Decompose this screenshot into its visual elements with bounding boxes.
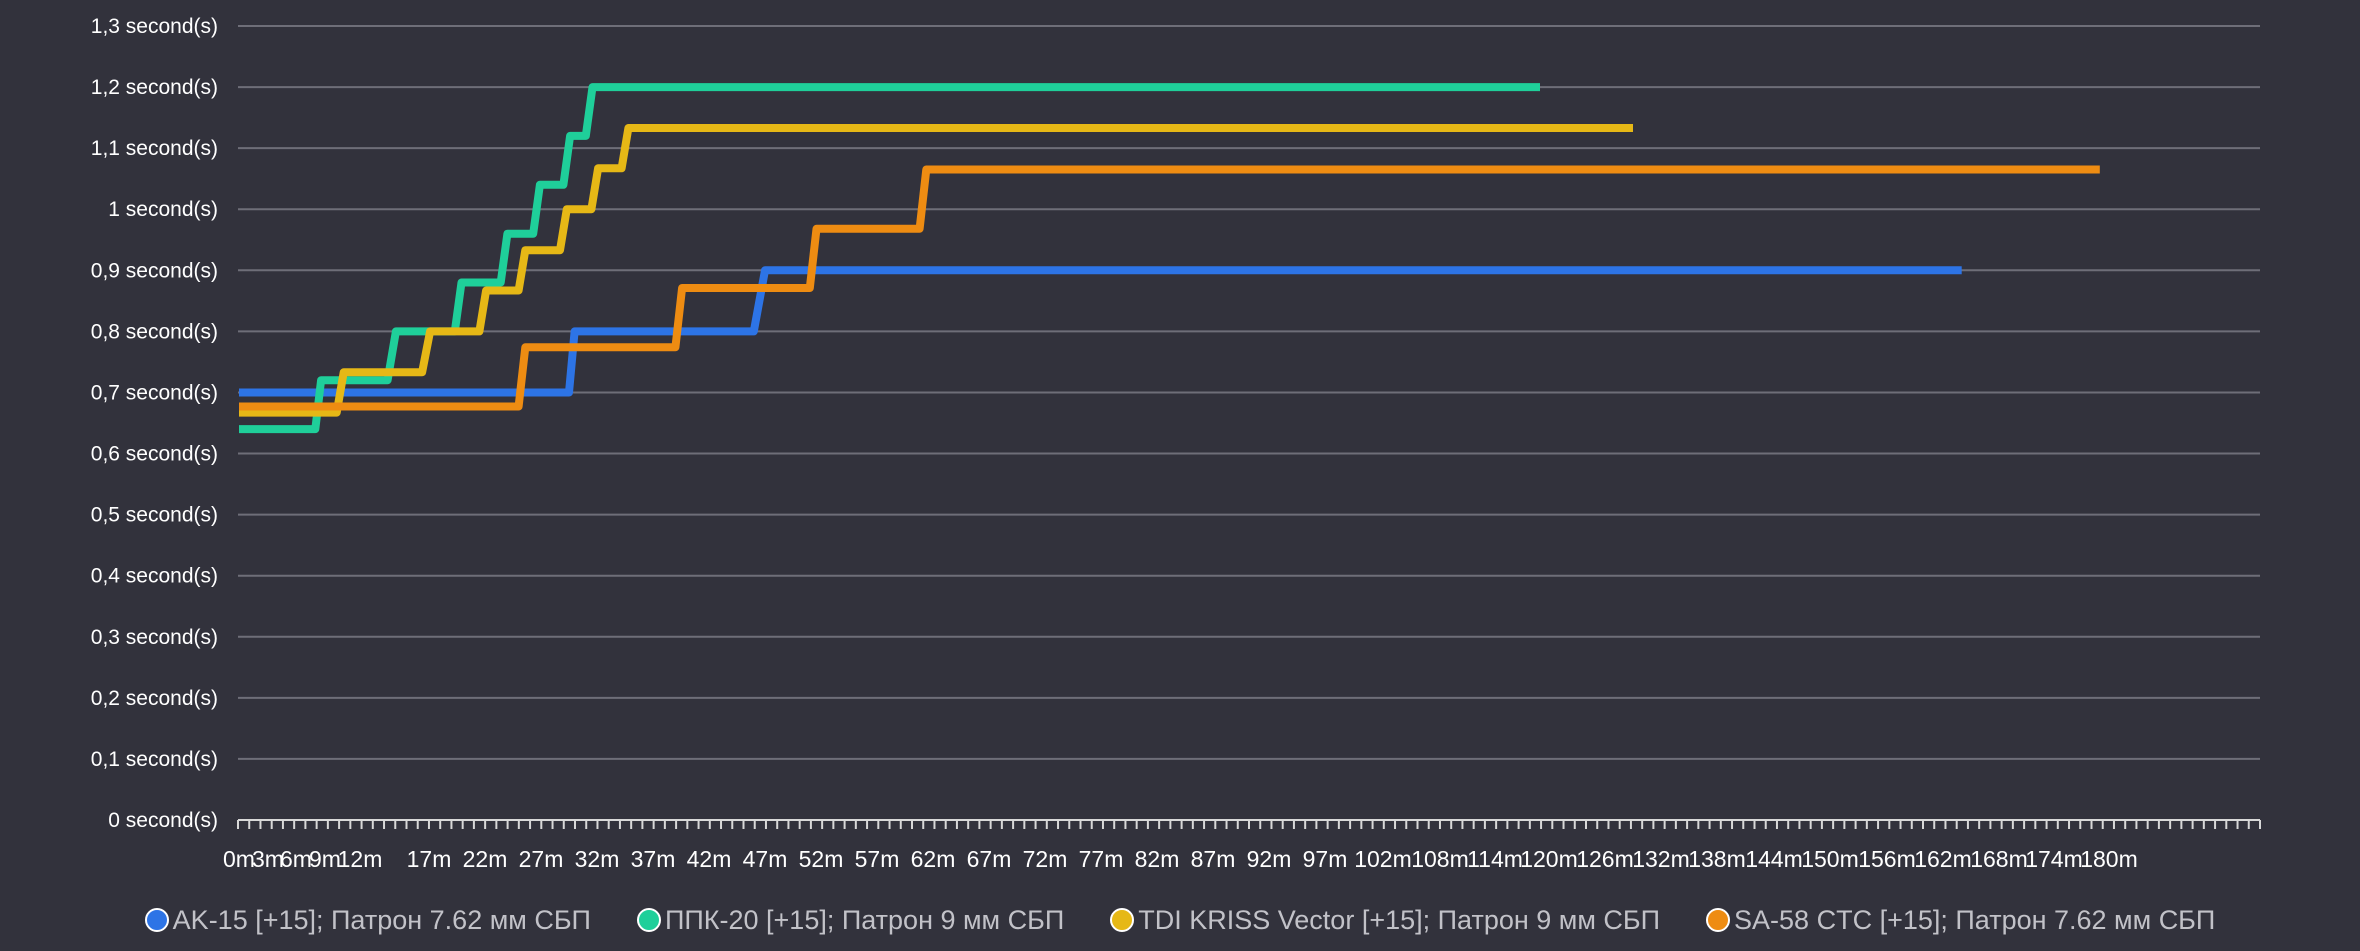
x-tick-label: 87m — [1191, 846, 1236, 872]
y-tick-label: 0,4 second(s) — [91, 565, 218, 588]
y-tick-label: 0,8 second(s) — [91, 320, 218, 343]
x-tick-label: 138m — [1688, 846, 1746, 872]
x-tick-label: 57m — [855, 846, 900, 872]
x-tick-label: 144m — [1745, 846, 1803, 872]
y-tick-label: 0,9 second(s) — [91, 259, 218, 282]
legend: AK-15 [+15]; Патрон 7.62 мм СБП ППК-20 [… — [0, 895, 2360, 945]
series-layer — [239, 83, 2100, 434]
y-tick-label: 0,1 second(s) — [91, 748, 218, 771]
x-tick-label: 168m — [1970, 846, 2028, 872]
y-tick-label: 1,2 second(s) — [91, 76, 218, 99]
x-tick-label: 37m — [631, 846, 676, 872]
x-tick-label: 174m — [2025, 846, 2083, 872]
y-tick-label: 0,7 second(s) — [91, 381, 218, 404]
legend-label-ppk20: ППК-20 [+15]; Патрон 9 мм СБП — [664, 904, 1065, 935]
legend-item-kriss-vector[interactable]: TDI KRISS Vector [+15]; Патрон 9 мм СБП — [1110, 905, 1660, 936]
grid-layer — [238, 25, 2260, 760]
x-tick-label: 150m — [1801, 846, 1859, 872]
legend-item-sa58[interactable]: SA-58 CTC [+15]; Патрон 7.62 мм СБП — [1706, 905, 2215, 936]
x-tick-label: 9m — [309, 846, 341, 872]
x-tick-label: 92m — [1247, 846, 1292, 872]
legend-label-ak15: AK-15 [+15]; Патрон 7.62 мм СБП — [172, 904, 591, 935]
x-tick-label: 47m — [743, 846, 788, 872]
legend-item-ppk20[interactable]: ППК-20 [+15]; Патрон 9 мм СБП — [636, 904, 1065, 936]
legend-swatch-ak15 — [144, 908, 169, 932]
series-line-sa58[interactable] — [239, 165, 2100, 411]
legend-label-kriss-vector: TDI KRISS Vector [+15]; Патрон 9 мм СБП — [1138, 904, 1661, 935]
y-tick-label: 0 second(s) — [108, 809, 218, 832]
y-axis-labels: 0 second(s) 0,1 second(s) 0,2 second(s) 0,3… — [91, 15, 218, 832]
x-tick-label: 97m — [1303, 846, 1348, 872]
legend-item-ak15[interactable]: AK-15 [+15]; Патрон 7.62 мм СБП — [144, 904, 591, 936]
x-tick-label: 0m — [223, 846, 255, 872]
x-tick-label: 12m — [338, 846, 383, 872]
x-tick-label: 22m — [463, 846, 508, 872]
x-tick-label: 3m — [252, 846, 284, 872]
x-tick-label: 132m — [1632, 846, 1690, 872]
x-tick-label: 102m — [1354, 846, 1412, 872]
x-tick-label: 114m — [1467, 846, 1523, 872]
y-tick-label: 0,2 second(s) — [91, 687, 218, 710]
x-tick-label: 108m — [1411, 846, 1469, 872]
x-tick-label: 72m — [1023, 846, 1068, 872]
x-tick-label: 180m — [2080, 846, 2138, 872]
x-tick-label: 156m — [1858, 846, 1916, 872]
x-tick-label: 32m — [575, 846, 620, 872]
x-tick-label: 52m — [799, 846, 844, 872]
y-tick-label: 1 second(s) — [108, 198, 218, 221]
y-tick-label: 1,3 second(s) — [91, 15, 218, 38]
x-tick-label: 120m — [1520, 846, 1578, 872]
x-tick-label: 6m — [280, 846, 312, 872]
x-tick-label: 77m — [1079, 846, 1124, 872]
legend-swatch-ppk20 — [636, 908, 661, 932]
y-tick-label: 0,3 second(s) — [91, 626, 218, 649]
x-tick-label: 67m — [967, 846, 1012, 872]
x-tick-label: 27m — [519, 846, 564, 872]
legend-swatch-sa58 — [1706, 908, 1731, 932]
legend-swatch-kriss-vector — [1110, 908, 1135, 932]
legend-label-sa58: SA-58 CTC [+15]; Патрон 7.62 мм СБП — [1734, 904, 2216, 935]
y-tick-label: 0,5 second(s) — [91, 504, 218, 527]
x-tick-label: 162m — [1914, 846, 1972, 872]
y-tick-label: 0,6 second(s) — [91, 443, 218, 466]
x-tick-label: 62m — [911, 846, 956, 872]
series-line-ppk20[interactable] — [239, 83, 1540, 434]
x-tick-label: 126m — [1576, 846, 1634, 872]
x-tick-label: 17m — [407, 846, 452, 872]
series-line-ak15[interactable] — [239, 266, 1962, 397]
y-tick-label: 1,1 second(s) — [91, 137, 218, 160]
x-tick-label: 42m — [687, 846, 732, 872]
x-tick-label: 82m — [1135, 846, 1180, 872]
series-line-kriss-vector[interactable] — [239, 124, 1633, 417]
